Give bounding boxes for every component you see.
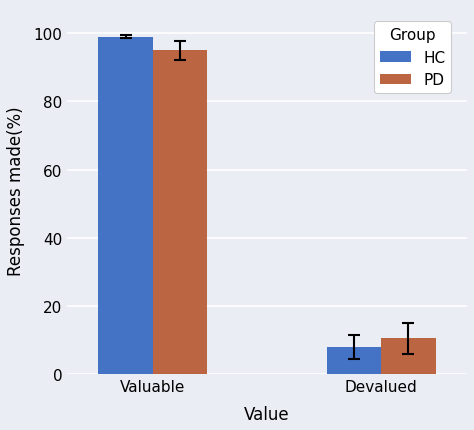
Bar — [381, 338, 436, 374]
X-axis label: Value: Value — [244, 405, 290, 423]
Y-axis label: Responses made(%): Responses made(%) — [7, 106, 25, 275]
Legend: HC, PD: HC, PD — [374, 22, 451, 94]
Bar — [153, 51, 207, 374]
Bar — [327, 347, 381, 374]
Bar — [99, 37, 153, 374]
